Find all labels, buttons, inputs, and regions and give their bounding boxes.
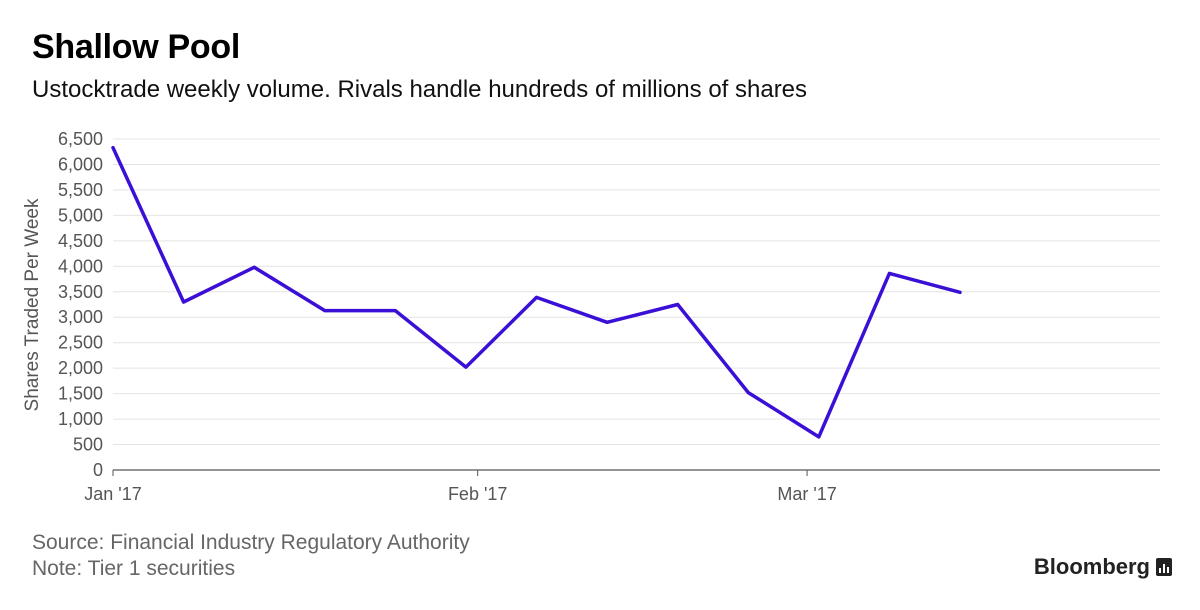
- data-point: [182, 300, 186, 304]
- data-point: [605, 320, 609, 324]
- y-tick-label: 500: [73, 435, 103, 455]
- source-note: Source: Financial Industry Regulatory Au…: [32, 531, 470, 554]
- y-tick-label: 2,500: [58, 333, 103, 353]
- bloomberg-chart-icon: [1156, 558, 1172, 576]
- chart-subtitle: Ustocktrade weekly volume. Rivals handle…: [32, 76, 808, 103]
- y-tick-label: 1,000: [58, 409, 103, 429]
- data-point: [676, 303, 680, 306]
- y-tick-label: 3,500: [58, 282, 103, 302]
- y-tick-label: 5,500: [58, 180, 103, 200]
- chart-title: Shallow Pool: [32, 28, 240, 66]
- x-tick-label: Jan '17: [84, 484, 141, 504]
- footer-notes: Source: Financial Industry Regulatory Au…: [32, 530, 470, 582]
- y-tick-label: 3,000: [58, 307, 103, 327]
- y-tick-label: 1,500: [58, 384, 103, 404]
- data-point: [464, 365, 468, 369]
- data-point: [535, 295, 539, 299]
- data-point: [111, 146, 115, 150]
- y-tick-label: 0: [93, 460, 103, 480]
- y-tick-labels: 0 500 1,000 1,500 2,000 2,500 3,000 3,500 4,000 4…: [58, 129, 103, 480]
- y-tick-label: 2,000: [58, 358, 103, 378]
- data-point: [393, 309, 397, 313]
- y-tick-label: 4,500: [58, 231, 103, 251]
- gridlines: [113, 138, 1160, 446]
- series-layer: [111, 145, 962, 439]
- data-point: [887, 271, 891, 275]
- y-tick-label: 6,000: [58, 154, 103, 174]
- tier-note: Note: Tier 1 securities: [32, 557, 236, 580]
- brand-name: Bloomberg: [1033, 554, 1150, 579]
- y-axis-label: Shares Traded Per Week: [22, 198, 43, 411]
- y-tick-label: 4,000: [58, 256, 103, 276]
- x-ticks: Jan '17 Feb '17 Mar '17: [84, 470, 837, 504]
- bloomberg-logo: Bloomberg: [1034, 554, 1172, 580]
- data-point: [252, 265, 256, 269]
- y-tick-label: 6,500: [58, 129, 103, 149]
- x-tick-label: Mar '17: [777, 484, 836, 504]
- data-point: [746, 391, 750, 395]
- data-point: [323, 309, 327, 313]
- data-point: [958, 290, 962, 294]
- x-tick-label: Feb '17: [448, 484, 507, 504]
- data-point: [817, 435, 821, 439]
- y-tick-label: 5,000: [58, 205, 103, 225]
